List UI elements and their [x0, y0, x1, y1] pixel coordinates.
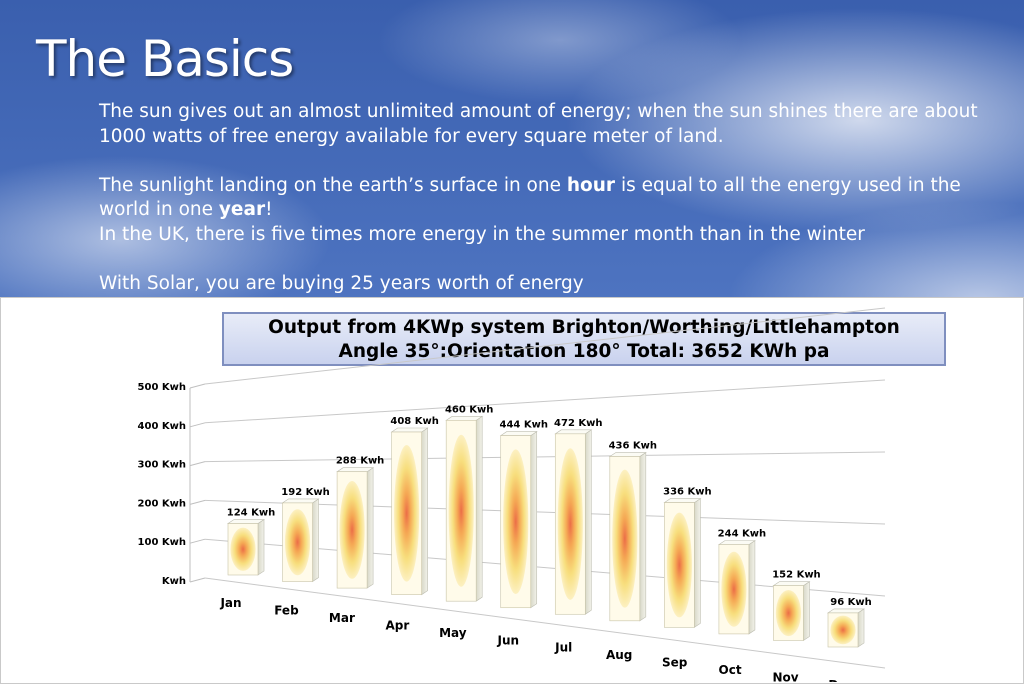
paragraph-hour-year: The sunlight landing on the earth’s surf… — [99, 174, 999, 223]
gridline-depth — [189, 577, 206, 583]
category-label: Dec — [828, 678, 853, 682]
bold-hour: hour — [566, 174, 616, 196]
gridline — [204, 451, 886, 463]
paragraph-25-years: With Solar, you are buying 25 years wort… — [99, 272, 584, 294]
value-label: 244 Kwh — [718, 529, 766, 540]
gridline-depth — [189, 383, 206, 389]
value-label: 96 Kwh — [830, 597, 872, 608]
y-tick-label: 100 Kwh — [138, 537, 186, 548]
gridline — [204, 307, 886, 385]
bar-pattern-aug — [612, 469, 638, 608]
value-label: 460 Kwh — [445, 404, 493, 415]
category-label: Jan — [219, 596, 241, 610]
bold-year: year — [218, 199, 266, 220]
bar-pattern-nov — [775, 590, 802, 637]
paragraph-uk-seasons: In the UK, there is five times more ener… — [99, 223, 865, 245]
paragraph-hour-year-text3: ! — [265, 199, 273, 220]
y-tick-label: 400 Kwh — [138, 421, 186, 432]
value-label: 444 Kwh — [499, 420, 547, 431]
category-label: Aug — [606, 648, 632, 662]
value-label: 408 Kwh — [390, 416, 438, 427]
bar-side-nov — [803, 581, 810, 642]
bar-side-dec — [857, 608, 865, 648]
category-label: Sep — [662, 656, 688, 670]
y-tick-label: Kwh — [162, 576, 186, 587]
bar-side-aug — [639, 451, 647, 622]
gridline-depth — [189, 538, 206, 544]
bar-top-dec — [827, 608, 865, 614]
category-label: Feb — [274, 603, 299, 617]
gridline — [204, 379, 886, 424]
category-label: Mar — [329, 611, 355, 625]
bar-top-jun — [499, 431, 538, 436]
bar-top-jul — [554, 429, 593, 435]
bar-top-apr — [390, 427, 429, 433]
category-label: May — [439, 626, 467, 640]
bar-pattern-may — [448, 434, 474, 587]
paragraph-hour-year-text2: is equal to all the energy used in the w… — [99, 174, 961, 221]
bar-side-feb — [312, 498, 319, 583]
bar-side-jul — [584, 429, 592, 615]
bar-side-mar — [366, 467, 374, 589]
bar-pattern-feb — [284, 509, 311, 576]
chart-title-line1: Output from 4KWp system Brighton/Worthin… — [268, 317, 900, 338]
slide-title: The Basics — [36, 30, 294, 88]
bar-pattern-mar — [339, 481, 365, 579]
bar-side-jun — [530, 431, 538, 609]
y-tick-label: 300 Kwh — [138, 460, 186, 471]
category-label: Oct — [719, 663, 742, 677]
bar-side-jan — [257, 518, 265, 576]
bar-pattern-sep — [666, 512, 692, 618]
value-label: 124 Kwh — [227, 508, 275, 519]
value-label: 288 Kwh — [336, 456, 384, 467]
bar-pattern-jul — [557, 448, 583, 600]
category-label: Nov — [772, 671, 798, 682]
value-label: 436 Kwh — [609, 441, 657, 452]
bar-side-oct — [748, 540, 756, 635]
y-tick-label: 500 Kwh — [138, 382, 186, 393]
bar-top-feb — [281, 498, 320, 504]
gridline-depth — [189, 422, 206, 428]
bar-top-may — [445, 416, 484, 421]
category-label: Jul — [554, 641, 572, 655]
value-label: 192 Kwh — [281, 487, 329, 498]
bar-side-apr — [421, 427, 428, 596]
bar-top-oct — [717, 540, 756, 545]
bar-top-mar — [336, 467, 375, 473]
value-label: 336 Kwh — [663, 487, 711, 498]
y-tick-label: 200 Kwh — [138, 498, 186, 509]
slide-body: The sun gives out an almost unlimited am… — [99, 100, 999, 296]
bar-side-sep — [694, 498, 701, 628]
paragraph-sun-energy: The sun gives out an almost unlimited am… — [99, 101, 978, 147]
value-label: 152 Kwh — [772, 570, 820, 581]
gridline — [204, 577, 886, 669]
bar-pattern-dec — [830, 615, 856, 645]
gridline-depth — [189, 499, 206, 505]
category-label: Jun — [496, 633, 519, 647]
bar-top-jan — [227, 519, 265, 524]
bar-top-nov — [772, 581, 811, 586]
category-label: Apr — [385, 618, 409, 632]
bar-pattern-oct — [721, 551, 747, 627]
bar-pattern-jan — [230, 527, 256, 571]
bar-top-aug — [608, 452, 647, 457]
bar-side-may — [475, 415, 483, 602]
bar-top-sep — [663, 498, 702, 503]
chart-title-line2: Angle 35°:Orientation 180° Total: 3652 K… — [338, 341, 830, 362]
bar-pattern-jun — [503, 449, 529, 594]
value-label: 472 Kwh — [554, 418, 602, 429]
chart-title-box: Output from 4KWp system Brighton/Worthin… — [222, 312, 946, 366]
bar-pattern-apr — [394, 445, 420, 582]
gridline-depth — [189, 461, 206, 467]
paragraph-hour-year-text1: The sunlight landing on the earth’s surf… — [99, 174, 567, 196]
